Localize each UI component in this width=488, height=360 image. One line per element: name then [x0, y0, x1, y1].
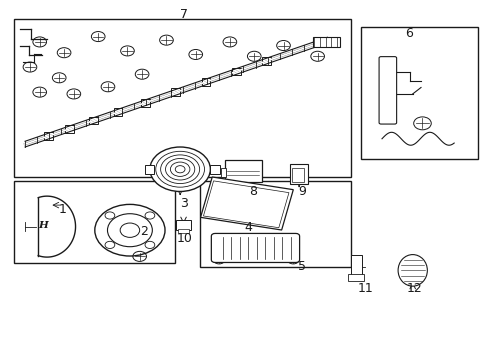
Circle shape	[107, 214, 152, 247]
Circle shape	[105, 241, 115, 248]
Bar	[141, 99, 149, 107]
Bar	[312, 37, 339, 47]
Text: 2: 2	[141, 225, 148, 238]
Circle shape	[145, 241, 155, 248]
Text: 4: 4	[244, 221, 252, 234]
FancyBboxPatch shape	[378, 57, 396, 124]
Text: 12: 12	[406, 282, 421, 295]
Circle shape	[150, 147, 210, 192]
Circle shape	[120, 223, 140, 237]
Bar	[14, 181, 175, 263]
Bar	[224, 159, 261, 182]
Text: 5: 5	[297, 260, 305, 273]
Bar	[201, 78, 210, 86]
FancyBboxPatch shape	[211, 233, 299, 262]
Bar	[171, 88, 180, 96]
Bar	[200, 177, 293, 230]
Text: 10: 10	[177, 231, 193, 244]
Text: 1: 1	[59, 203, 67, 216]
Bar	[144, 165, 154, 174]
Bar	[44, 132, 53, 140]
Bar	[177, 229, 189, 233]
Text: 3: 3	[179, 197, 187, 210]
Bar	[360, 27, 477, 159]
Bar	[210, 165, 220, 174]
Text: 8: 8	[249, 185, 257, 198]
Text: 9: 9	[298, 185, 305, 198]
Bar	[291, 168, 304, 182]
Circle shape	[105, 212, 115, 219]
Bar	[221, 168, 225, 177]
Bar	[350, 255, 361, 275]
Bar	[289, 164, 308, 184]
Text: 11: 11	[357, 282, 372, 295]
Text: 6: 6	[405, 27, 412, 40]
Bar	[89, 117, 98, 125]
Circle shape	[175, 166, 184, 173]
Ellipse shape	[397, 255, 427, 286]
Circle shape	[145, 212, 155, 219]
Bar	[65, 125, 74, 133]
Text: H: H	[39, 221, 48, 230]
Text: 7: 7	[179, 8, 187, 21]
Bar	[347, 274, 364, 281]
Bar	[262, 57, 270, 65]
Bar	[199, 181, 350, 267]
Bar	[176, 220, 190, 230]
Bar	[231, 68, 240, 75]
Bar	[203, 181, 288, 228]
Bar	[14, 19, 350, 177]
Bar	[114, 108, 122, 116]
